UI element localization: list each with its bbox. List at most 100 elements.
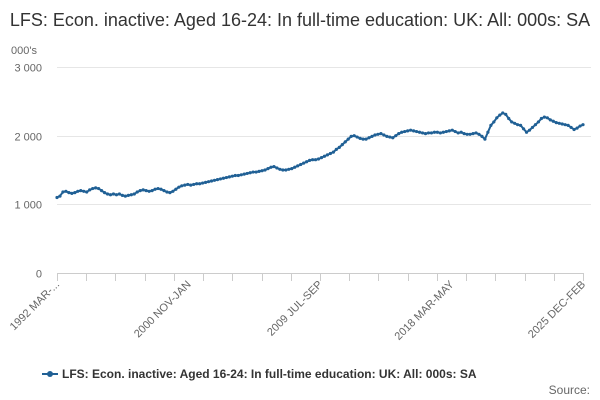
data-point[interactable] — [331, 150, 335, 154]
data-point[interactable] — [581, 123, 585, 127]
data-point[interactable] — [423, 132, 428, 136]
data-point[interactable] — [212, 178, 217, 182]
source-credit[interactable]: Source: — [548, 383, 590, 397]
data-point[interactable] — [67, 191, 71, 195]
data-point[interactable] — [171, 189, 175, 193]
data-point[interactable] — [462, 132, 466, 136]
data-point[interactable] — [102, 191, 107, 195]
data-point[interactable] — [159, 187, 163, 191]
data-point[interactable] — [358, 136, 362, 141]
data-point[interactable] — [334, 147, 338, 151]
data-point[interactable] — [450, 128, 454, 132]
data-point[interactable] — [180, 184, 184, 188]
data-point[interactable] — [192, 182, 196, 187]
data-point[interactable] — [400, 130, 404, 134]
data-point[interactable] — [385, 134, 389, 138]
data-point[interactable] — [278, 167, 282, 171]
data-point[interactable] — [281, 168, 285, 172]
data-point[interactable] — [364, 137, 368, 141]
data-point[interactable] — [554, 121, 558, 125]
data-point[interactable] — [563, 123, 567, 127]
data-point[interactable] — [76, 189, 80, 193]
data-point[interactable] — [530, 125, 535, 130]
series-line[interactable] — [56, 112, 584, 199]
data-point[interactable] — [97, 186, 101, 191]
data-point[interactable] — [73, 191, 77, 195]
data-point[interactable] — [55, 195, 59, 200]
data-point[interactable] — [114, 193, 119, 197]
data-point[interactable] — [153, 187, 157, 191]
data-point[interactable] — [391, 136, 395, 140]
data-point[interactable] — [150, 189, 154, 193]
data-point[interactable] — [337, 145, 341, 149]
data-point[interactable] — [156, 186, 160, 191]
data-point[interactable] — [254, 170, 258, 174]
data-point[interactable] — [438, 131, 442, 135]
data-point[interactable] — [420, 131, 425, 135]
data-point[interactable] — [239, 173, 243, 177]
data-point[interactable] — [299, 162, 303, 167]
data-point[interactable] — [215, 178, 220, 182]
data-point[interactable] — [560, 122, 564, 126]
data-point[interactable] — [459, 130, 463, 134]
data-point[interactable] — [566, 123, 570, 127]
data-point[interactable] — [409, 128, 413, 132]
data-point[interactable] — [64, 189, 68, 193]
data-point[interactable] — [521, 127, 526, 131]
data-point[interactable] — [203, 180, 208, 184]
data-point[interactable] — [120, 193, 124, 198]
data-point[interactable] — [486, 130, 490, 134]
data-point[interactable] — [382, 133, 386, 137]
data-point[interactable] — [403, 129, 407, 134]
data-point[interactable] — [412, 129, 416, 133]
data-point[interactable] — [524, 130, 529, 134]
data-point[interactable] — [245, 171, 249, 176]
data-point[interactable] — [388, 135, 392, 139]
data-point[interactable] — [533, 123, 538, 127]
data-point[interactable] — [477, 132, 481, 136]
data-point[interactable] — [441, 130, 445, 134]
data-point[interactable] — [162, 189, 166, 193]
data-point[interactable] — [429, 131, 434, 135]
data-point[interactable] — [417, 130, 422, 134]
data-point[interactable] — [266, 167, 270, 171]
data-point[interactable] — [322, 154, 327, 158]
data-point[interactable] — [507, 116, 511, 121]
data-point[interactable] — [551, 119, 555, 123]
data-point[interactable] — [189, 183, 193, 187]
data-point[interactable] — [352, 134, 356, 138]
data-point[interactable] — [198, 182, 202, 186]
data-point[interactable] — [492, 120, 496, 124]
data-point[interactable] — [135, 190, 139, 194]
data-point[interactable] — [504, 112, 508, 116]
data-point[interactable] — [426, 131, 431, 135]
data-point[interactable] — [88, 188, 92, 192]
data-point[interactable] — [539, 116, 544, 121]
data-point[interactable] — [406, 129, 410, 133]
data-point[interactable] — [367, 136, 371, 140]
data-point[interactable] — [516, 123, 520, 127]
data-point[interactable] — [70, 191, 74, 195]
data-point[interactable] — [230, 174, 234, 178]
data-point[interactable] — [123, 194, 127, 198]
data-point[interactable] — [313, 158, 318, 162]
data-point[interactable] — [129, 193, 133, 197]
data-point[interactable] — [379, 132, 383, 136]
data-point[interactable] — [251, 170, 255, 174]
data-point[interactable] — [117, 192, 122, 196]
data-point[interactable] — [287, 167, 291, 171]
data-point[interactable] — [343, 140, 347, 144]
data-point[interactable] — [290, 167, 294, 171]
data-point[interactable] — [275, 166, 279, 170]
data-point[interactable] — [447, 129, 451, 133]
data-point[interactable] — [236, 173, 240, 178]
data-point[interactable] — [201, 181, 205, 185]
data-point[interactable] — [308, 158, 312, 162]
data-point[interactable] — [183, 183, 187, 187]
data-point[interactable] — [572, 127, 576, 132]
data-point[interactable] — [218, 177, 223, 181]
data-point[interactable] — [432, 130, 437, 134]
data-point[interactable] — [468, 132, 472, 136]
data-point[interactable] — [557, 121, 561, 125]
data-point[interactable] — [293, 165, 297, 169]
